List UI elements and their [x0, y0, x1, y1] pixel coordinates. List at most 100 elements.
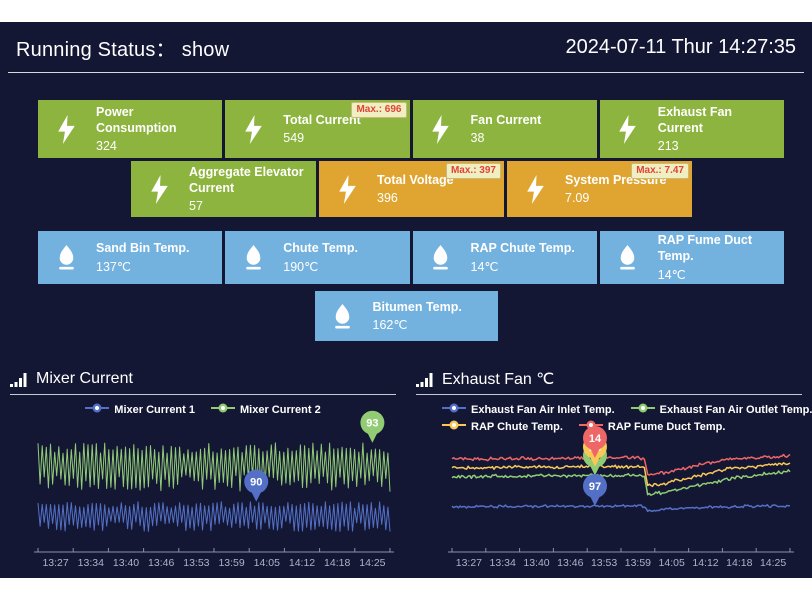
- svg-text:14:05: 14:05: [254, 557, 280, 569]
- card-value: 324: [96, 138, 117, 153]
- legend-item-rap-fume-duct-temp[interactable]: RAP Fume Duct Temp.: [578, 420, 726, 433]
- header-bar: Running Status： show 2024-07-11 Thur 14:2…: [0, 22, 812, 72]
- card-value: 7.09: [565, 190, 590, 205]
- svg-text:14:18: 14:18: [324, 557, 350, 569]
- legend-row: RAP Chute Temp. RAP Fume Duct Temp.: [406, 420, 812, 433]
- card-text: Power Consumption 324: [96, 105, 214, 152]
- running-status-label: Running Status：: [16, 38, 176, 61]
- status-card-sand-bin-temp: Sand Bin Temp. 137℃: [38, 231, 223, 284]
- card-value: 162℃: [372, 318, 408, 333]
- lightning-bolt-icon: [335, 174, 359, 204]
- flame-icon: [429, 245, 453, 270]
- card-text: Total Voltage 396: [377, 173, 454, 205]
- status-card-bitumen-temp: Bitumen Temp. 162℃: [314, 291, 498, 341]
- dashboard-root: Running Status： show 2024-07-11 Thur 14:2…: [0, 22, 812, 578]
- legend-marker-icon: [442, 403, 466, 416]
- mixer-current-chart-title: Mixer Current: [0, 364, 406, 394]
- lightning-bolt-icon: [616, 114, 640, 144]
- exhaust-fan-chart-title: Exhaust Fan ℃: [406, 364, 812, 394]
- legend-label: RAP Chute Temp.: [471, 420, 563, 433]
- card-value: 213: [657, 138, 679, 153]
- card-text: Sand Bin Temp. 137℃: [96, 241, 190, 274]
- legend-label: RAP Fume Duct Temp.: [607, 420, 726, 433]
- max-value-badge: Max.: 7.47: [631, 163, 689, 179]
- card-text: Fan Current 38: [471, 113, 542, 145]
- legend-row: Exhaust Fan Air Inlet Temp. Exhaust Fan A…: [406, 403, 812, 416]
- svg-text:14:25: 14:25: [359, 557, 385, 569]
- card-text: RAP Chute Temp. 14℃: [471, 241, 575, 274]
- chart-legend: Mixer Current 1 Mixer Current 2: [0, 403, 406, 416]
- max-value-badge: Max.: 397: [445, 163, 501, 179]
- status-card-exhaust-fan-current: Exhaust Fan Current 213: [599, 100, 784, 158]
- svg-text:14:12: 14:12: [289, 557, 315, 569]
- legend-item-rap-chute-temp[interactable]: RAP Chute Temp.: [442, 420, 563, 433]
- mixer-current-chart-canvas[interactable]: 13:27 13:34 13:40 13:46 13:53 13:59 14:05 14:12…: [0, 395, 406, 576]
- card-text: Bitumen Temp. 162℃: [373, 300, 462, 333]
- legend-item-mixer-current-2[interactable]: Mixer Current 2: [211, 403, 321, 416]
- legend-label: Mixer Current 1: [114, 403, 195, 416]
- chart-body: 13:27 13:34 13:40 13:46 13:53 13:59 14:05 14:12…: [0, 395, 406, 576]
- exhaust-fan-chart: Exhaust Fan ℃ 13:27 13:34 13:40 13:46 13:53 1…: [406, 364, 812, 576]
- svg-text:14:18: 14:18: [726, 557, 752, 569]
- card-text: Total Current 549: [283, 113, 361, 145]
- svg-text:13:53: 13:53: [183, 557, 209, 569]
- legend-item-exhaust-fan-air-outlet-temp[interactable]: Exhaust Fan Air Outlet Temp.: [630, 403, 812, 416]
- chart-title-divider: [10, 394, 396, 395]
- lightning-bolt-icon: [147, 174, 171, 204]
- legend-marker-icon: [85, 403, 110, 416]
- card-value: 137℃: [96, 259, 131, 274]
- status-card-rap-fume-duct-temp: RAP Fume Duct Temp. 14℃: [599, 231, 784, 284]
- legend-label: Exhaust Fan Air Outlet Temp.: [659, 403, 812, 416]
- card-value: 549: [283, 130, 305, 145]
- chart-legend: Exhaust Fan Air Inlet Temp. Exhaust Fan A…: [406, 403, 812, 433]
- card-label: Chute Temp.: [283, 241, 359, 256]
- legend-item-exhaust-fan-air-inlet-temp[interactable]: Exhaust Fan Air Inlet Temp.: [442, 403, 615, 416]
- running-status-value: show: [181, 38, 230, 61]
- flame-icon: [241, 245, 265, 270]
- legend-marker-icon: [211, 403, 235, 416]
- svg-text:13:27: 13:27: [456, 557, 482, 569]
- card-row-row1: Power Consumption 324 Total Current 549 Max.…: [38, 100, 784, 158]
- svg-text:97: 97: [589, 481, 601, 493]
- status-card-total-current: Total Current 549 Max.: 696: [225, 100, 410, 158]
- status-card-system-pressure: System Pressure 7.09 Max.: 7.47: [507, 161, 692, 217]
- flame-icon: [616, 245, 640, 270]
- svg-text:14:05: 14:05: [659, 557, 685, 569]
- bar-chart-icon: [10, 373, 27, 387]
- svg-text:13:59: 13:59: [625, 557, 651, 569]
- charts-section: Mixer Current 13:27 13:34 13:40 13:46 13:53 1…: [0, 364, 812, 576]
- svg-text:13:59: 13:59: [218, 557, 244, 569]
- flame-icon: [54, 245, 78, 270]
- card-label: Power Consumption: [96, 105, 177, 135]
- chart-title-text: Exhaust Fan ℃: [442, 371, 555, 388]
- bar-chart-icon: [416, 373, 433, 387]
- svg-text:13:40: 13:40: [113, 557, 139, 569]
- lightning-bolt-icon: [54, 114, 78, 144]
- card-label: RAP Fume Duct Temp.: [657, 233, 752, 263]
- legend-item-mixer-current-1[interactable]: Mixer Current 1: [85, 403, 195, 416]
- status-card-chute-temp: Chute Temp. 190℃: [225, 231, 410, 284]
- header-divider: [8, 72, 804, 73]
- card-value: 57: [189, 198, 203, 213]
- card-value: 190℃: [283, 259, 319, 274]
- card-value: 14℃: [470, 259, 499, 274]
- status-card-aggregate-elevator-current: Aggregate Elevator Current 57: [131, 161, 316, 217]
- card-label: Exhaust Fan Current: [657, 105, 733, 135]
- card-label: Sand Bin Temp.: [96, 241, 190, 256]
- svg-text:13:46: 13:46: [557, 557, 583, 569]
- card-text: RAP Fume Duct Temp. 14℃: [658, 233, 776, 281]
- card-label: Total Current: [283, 113, 361, 128]
- svg-text:93: 93: [366, 418, 378, 430]
- svg-text:13:53: 13:53: [591, 557, 617, 569]
- status-card-rap-chute-temp: RAP Chute Temp. 14℃: [412, 231, 597, 284]
- lightning-bolt-icon: [523, 174, 547, 204]
- lightning-bolt-icon: [241, 114, 265, 144]
- chart-body: 13:27 13:34 13:40 13:46 13:53 13:59 14:05 14:12…: [406, 395, 812, 576]
- svg-text:13:40: 13:40: [523, 557, 549, 569]
- status-card-fan-current: Fan Current 38: [412, 100, 597, 158]
- card-value: 396: [377, 190, 398, 205]
- exhaust-fan-chart-canvas[interactable]: 13:27 13:34 13:40 13:46 13:53 13:59 14:05 14:12…: [406, 395, 812, 576]
- svg-text:14:25: 14:25: [760, 557, 786, 569]
- card-row-row2: Aggregate Elevator Current 57 Total Voltag…: [131, 161, 692, 217]
- card-value: 14℃: [657, 267, 686, 282]
